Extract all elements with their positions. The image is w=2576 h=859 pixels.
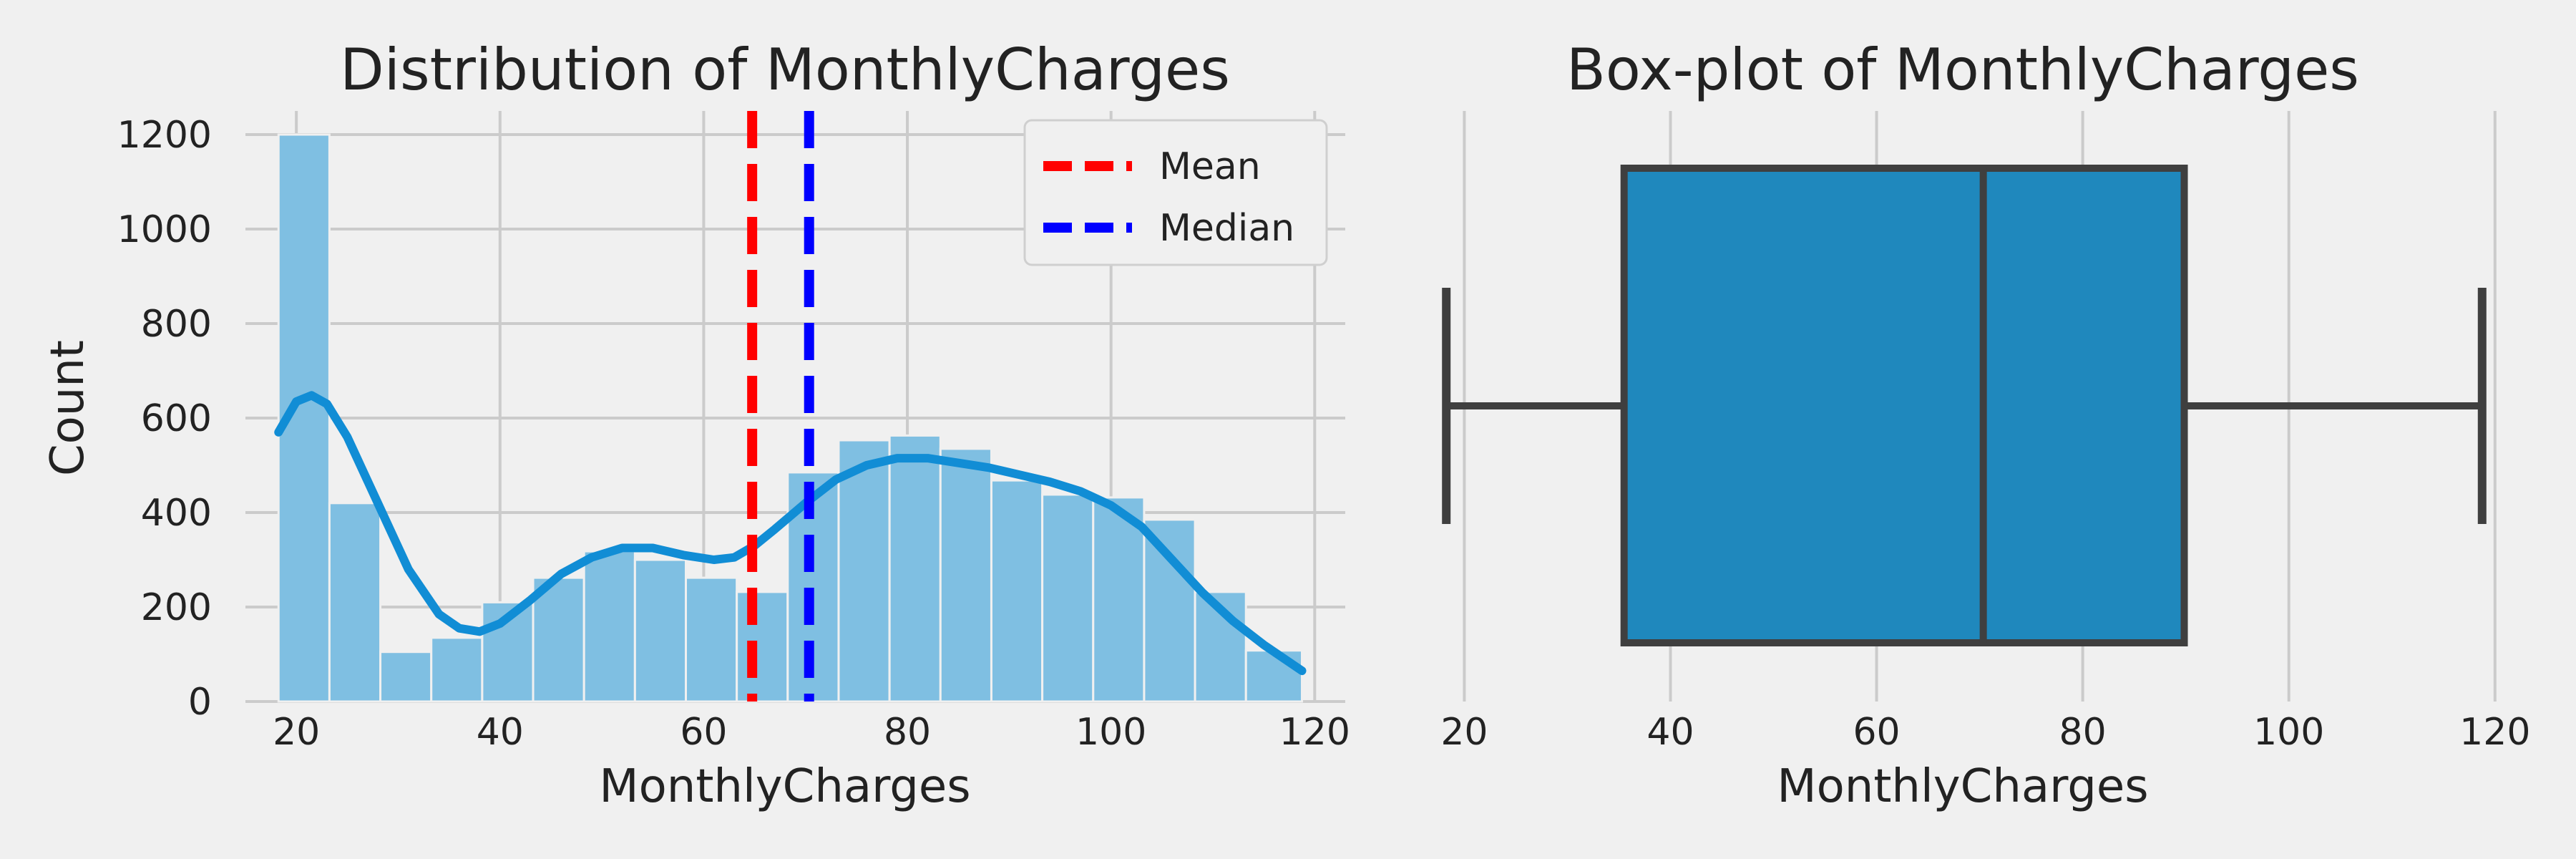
kde-curve bbox=[274, 391, 1307, 676]
histogram-bars bbox=[277, 133, 1304, 703]
box-iqr bbox=[1620, 165, 2188, 646]
histogram-bar-7 bbox=[633, 558, 688, 703]
histogram-bar-2 bbox=[379, 651, 433, 703]
hist-y-tick-800: 800 bbox=[141, 303, 212, 346]
hist-x-tick-60: 60 bbox=[680, 711, 727, 754]
histogram-bar-6 bbox=[582, 550, 636, 703]
histogram-x-ticks: 20 40 60 80 100 120 bbox=[273, 711, 1350, 754]
histogram-panel: 20 40 60 80 100 120 0 200 400 600 800 1000 1200 Dis… bbox=[42, 37, 1350, 813]
histogram-y-ticks: 0 200 400 600 800 1000 1200 bbox=[117, 114, 212, 724]
box-x-tick-60: 60 bbox=[1853, 711, 1900, 754]
histogram-bar-3 bbox=[430, 636, 484, 703]
hist-y-tick-0: 0 bbox=[188, 681, 212, 724]
hist-y-tick-400: 400 bbox=[141, 492, 212, 535]
box-x-tick-40: 40 bbox=[1646, 711, 1694, 754]
hist-y-tick-200: 200 bbox=[141, 586, 212, 629]
box-x-tick-120: 120 bbox=[2459, 711, 2530, 754]
boxplot-panel: 20 40 60 80 100 120 Box-plot of MonthlyCharge… bbox=[1440, 37, 2530, 813]
histogram-bar-19 bbox=[1244, 649, 1304, 703]
legend-mean-label: Mean bbox=[1159, 145, 1261, 188]
histogram-bar-9 bbox=[736, 591, 789, 703]
boxplot-x-label: MonthlyCharges bbox=[1777, 760, 2148, 813]
hist-x-tick-80: 80 bbox=[884, 711, 931, 754]
histogram-y-label: Count bbox=[42, 340, 94, 476]
histogram-bar-11 bbox=[837, 439, 891, 703]
legend-median-label: Median bbox=[1159, 207, 1294, 250]
hist-y-tick-1200: 1200 bbox=[117, 114, 212, 157]
box-x-tick-100: 100 bbox=[2253, 711, 2324, 754]
histogram-bar-1 bbox=[328, 502, 382, 703]
histogram-bar-13 bbox=[939, 447, 992, 703]
box-x-tick-80: 80 bbox=[2059, 711, 2107, 754]
hist-x-tick-40: 40 bbox=[477, 711, 524, 754]
hist-x-tick-100: 100 bbox=[1075, 711, 1146, 754]
histogram-bar-5 bbox=[532, 576, 585, 703]
histogram-bar-12 bbox=[888, 434, 942, 703]
histogram-bar-14 bbox=[990, 479, 1044, 703]
boxplot-title: Box-plot of MonthlyCharges bbox=[1566, 37, 2359, 103]
histogram-bar-15 bbox=[1041, 493, 1095, 703]
histogram-x-label: MonthlyCharges bbox=[599, 760, 970, 813]
histogram-title: Distribution of MonthlyCharges bbox=[340, 37, 1230, 103]
box-x-tick-20: 20 bbox=[1440, 711, 1488, 754]
hist-x-tick-20: 20 bbox=[273, 711, 320, 754]
hist-x-tick-120: 120 bbox=[1279, 711, 1350, 754]
histogram-bar-8 bbox=[685, 576, 738, 703]
histogram-bar-17 bbox=[1143, 518, 1196, 703]
boxplot-x-ticks: 20 40 60 80 100 120 bbox=[1440, 711, 2530, 754]
hist-y-tick-600: 600 bbox=[141, 397, 212, 440]
hist-y-tick-1000: 1000 bbox=[117, 208, 212, 251]
legend: Mean Median bbox=[1023, 119, 1328, 266]
